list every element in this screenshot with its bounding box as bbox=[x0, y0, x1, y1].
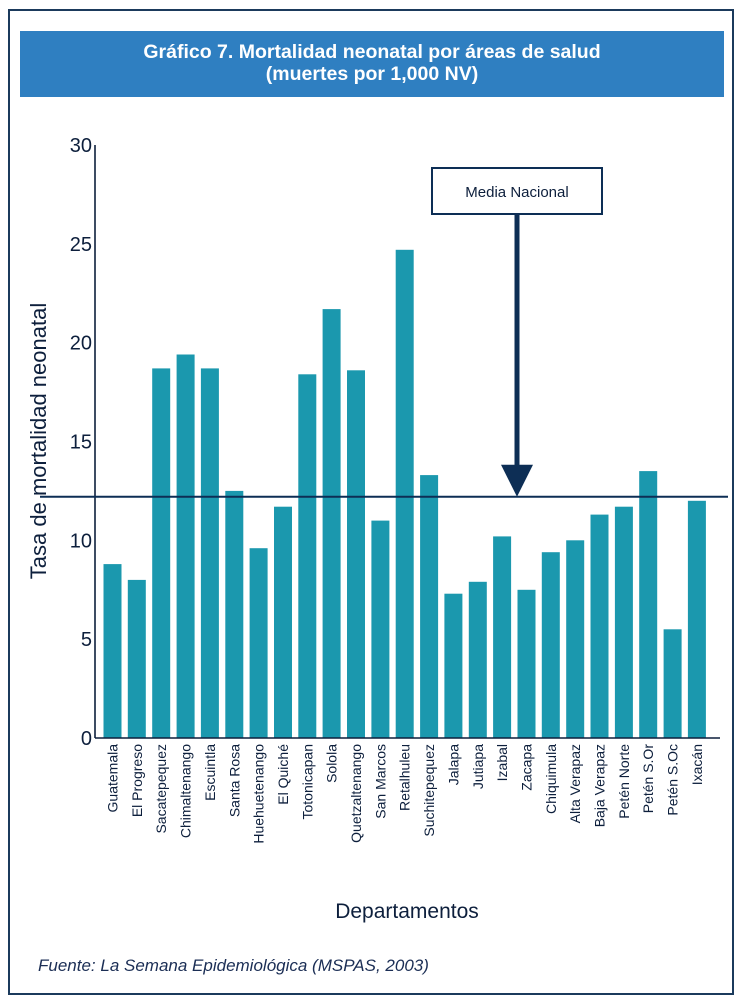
x-tick-label: Escuintla bbox=[202, 744, 218, 801]
bar-chiquimula bbox=[541, 552, 560, 738]
x-tick-label: Quetzaltenango bbox=[348, 744, 364, 843]
y-tick-label: 5 bbox=[81, 629, 92, 651]
bar-huehuetenango bbox=[249, 548, 268, 738]
x-tick-label: Santa Rosa bbox=[226, 744, 242, 817]
x-tick-label: Petén S.Oc bbox=[665, 744, 681, 816]
bar-alta-verapaz bbox=[566, 540, 585, 738]
bar-pet-n-s-or bbox=[639, 471, 658, 738]
x-tick-label: Suchitepequez bbox=[421, 744, 437, 837]
x-tick-label: Chiquimula bbox=[543, 744, 559, 814]
y-tick-label: 15 bbox=[70, 432, 92, 454]
x-tick-label: Solola bbox=[324, 744, 340, 783]
x-axis-label: Departamentos bbox=[335, 900, 479, 923]
bar-sacatepequez bbox=[152, 368, 171, 738]
chart-subtitle: (muertes por 1,000 NV) bbox=[265, 63, 479, 85]
bar-el-quich- bbox=[274, 506, 292, 738]
x-tick-label: Sacatepequez bbox=[153, 744, 169, 834]
x-tick-label: Izabal bbox=[494, 744, 510, 781]
x-tick-label: El Progreso bbox=[129, 744, 145, 817]
x-tick-label: Retalhuleu bbox=[397, 744, 413, 811]
y-tick-label: 25 bbox=[70, 234, 92, 256]
y-tick-label: 20 bbox=[70, 333, 92, 355]
y-tick-label: 10 bbox=[70, 530, 92, 552]
x-tick-label: Petén S.Or bbox=[640, 744, 656, 814]
x-tick-label: Guatemala bbox=[105, 744, 121, 813]
bars-layer bbox=[103, 249, 706, 739]
x-tick-label: Baja Verapaz bbox=[592, 744, 608, 827]
bar-suchitepequez bbox=[420, 475, 439, 738]
bar-escuintla bbox=[200, 368, 219, 738]
bar-quetzaltenango bbox=[347, 370, 365, 738]
media-nacional-label-box bbox=[431, 167, 603, 215]
x-tick-label: Jalapa bbox=[445, 744, 461, 785]
bar-jalapa bbox=[444, 593, 463, 738]
x-tick-label: San Marcos bbox=[372, 744, 388, 819]
bar-baja-verapaz bbox=[590, 514, 609, 738]
bar-chimaltenango bbox=[176, 354, 195, 738]
chart-frame bbox=[8, 9, 734, 995]
x-tick-label: Ixacán bbox=[689, 744, 705, 785]
bar-ixac-n bbox=[687, 500, 706, 738]
bar-santa-rosa bbox=[225, 490, 244, 738]
x-ticks-layer: Guatemala El Progreso Sacatepequez Chimalte… bbox=[105, 744, 705, 844]
x-tick-label: Zacapa bbox=[519, 744, 535, 791]
x-tick-label: Jutiapa bbox=[470, 744, 486, 789]
chart-title: Gráfico 7. Mortalidad neonatal por áreas… bbox=[143, 41, 601, 63]
x-tick-label: Alta Verapaz bbox=[567, 744, 583, 823]
bar-retalhuleu bbox=[395, 249, 414, 739]
y-axis-label: Tasa de mortalidad neonatal bbox=[26, 303, 51, 579]
bar-guatemala bbox=[103, 564, 122, 738]
bar-zacapa bbox=[517, 589, 536, 739]
x-tick-label: El Quiché bbox=[275, 744, 291, 805]
x-tick-label: Huehuetenango bbox=[251, 744, 267, 844]
bar-san-marcos bbox=[371, 520, 390, 738]
y-tick-label: 0 bbox=[81, 728, 92, 750]
y-tick-label: 30 bbox=[70, 135, 92, 157]
media-nacional-label: Media Nacional bbox=[465, 184, 568, 201]
bar-pet-n-norte bbox=[614, 506, 633, 738]
chart-title-banner: Gráfico 7. Mortalidad neonatal por áreas… bbox=[20, 31, 724, 97]
y-ticks-layer: 0 5 10 15 20 25 30 bbox=[70, 135, 92, 750]
bar-solola bbox=[322, 309, 341, 738]
source-note: Fuente: La Semana Epidemiológica (MSPAS,… bbox=[38, 956, 429, 975]
bar-jutiapa bbox=[468, 581, 487, 738]
bar-pet-n-s-oc bbox=[663, 629, 682, 738]
x-tick-label: Chimaltenango bbox=[178, 744, 194, 838]
media-nacional-arrow-head bbox=[501, 464, 533, 497]
bar-izabal bbox=[493, 536, 512, 738]
x-tick-label: Totonicapan bbox=[299, 744, 315, 820]
bar-totonicapan bbox=[298, 374, 317, 738]
bar-el-progreso bbox=[127, 579, 146, 738]
x-tick-label: Petén Norte bbox=[616, 744, 632, 819]
